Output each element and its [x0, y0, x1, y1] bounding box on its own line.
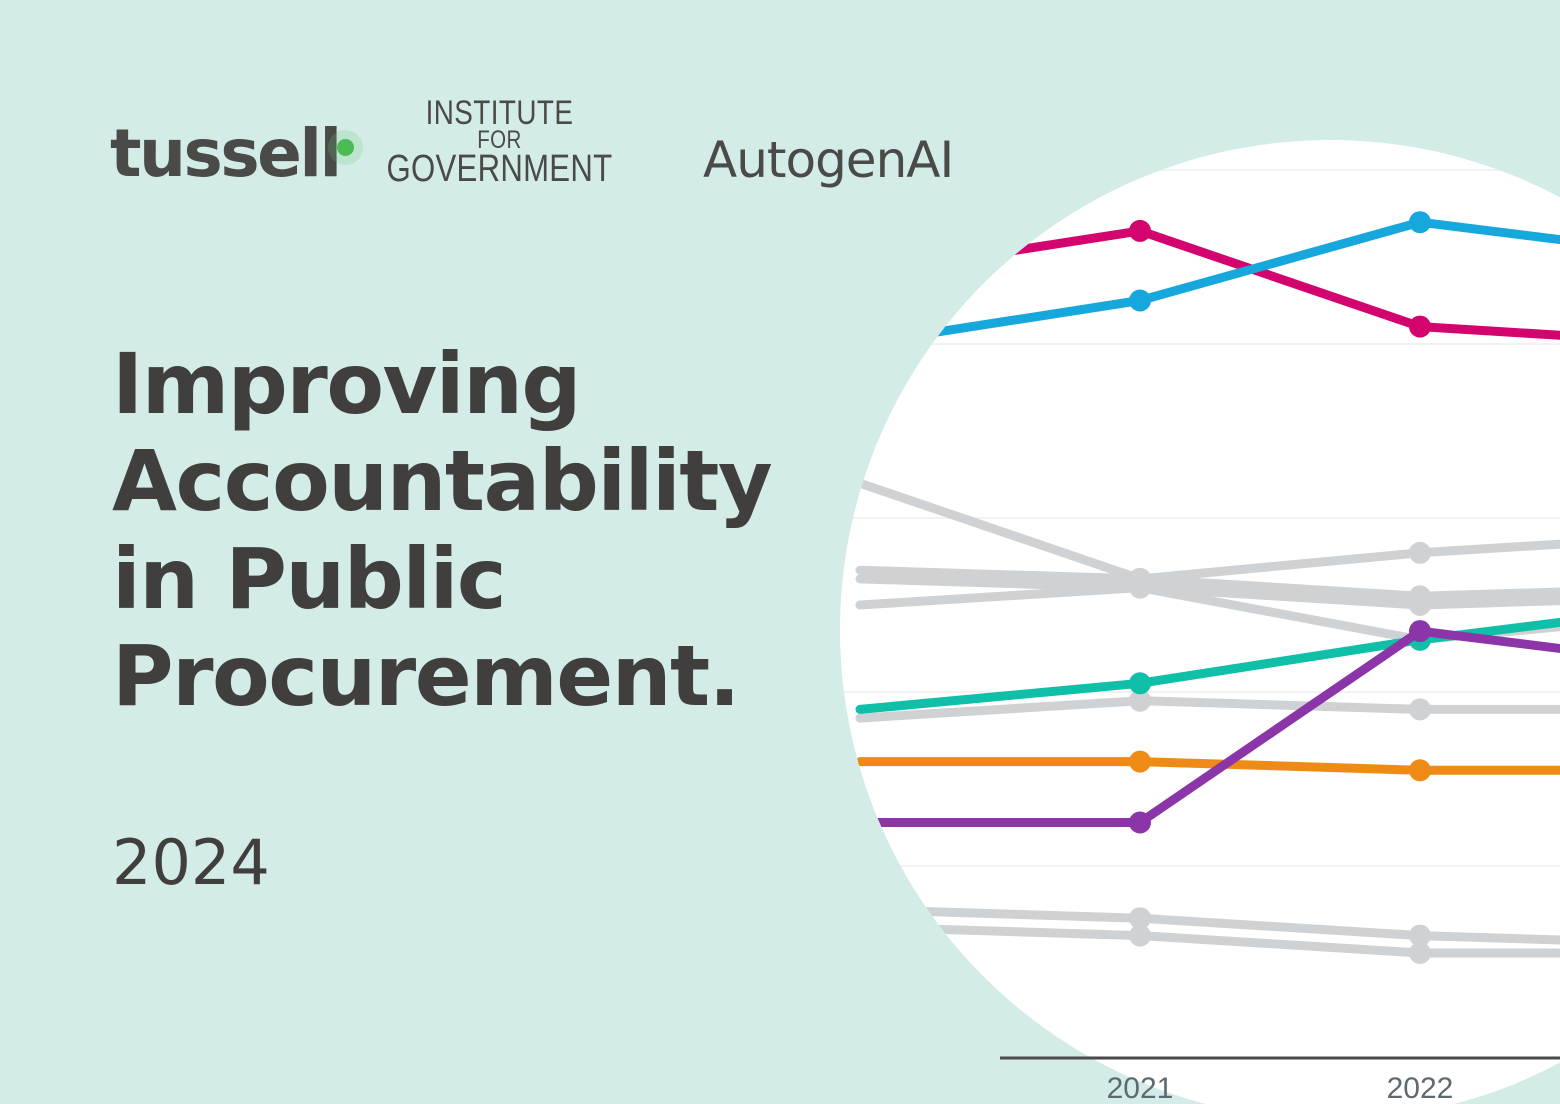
- series-data-point: [1409, 211, 1431, 234]
- chart-circle-background: [840, 140, 1560, 1104]
- chart-series: [855, 922, 1560, 964]
- series-data-point: [1129, 219, 1151, 242]
- series-line: [855, 217, 1560, 349]
- series-data-point: [1129, 811, 1151, 834]
- series-data-point: [1409, 924, 1431, 947]
- chart-series: [855, 219, 1560, 349]
- series-line: [855, 757, 1560, 775]
- series-line: [855, 478, 1560, 584]
- chart-series: [855, 620, 1560, 834]
- chart-series: [855, 750, 1560, 782]
- chart-series: [855, 905, 1560, 949]
- series-line: [855, 696, 1560, 723]
- logo-bar: tussell INSTITUTE FOR GOVERNMENT Autogen…: [110, 94, 954, 191]
- series-data-point: [1409, 942, 1431, 964]
- series-line: [855, 565, 1560, 601]
- series-data-point: [1129, 576, 1151, 599]
- series-data-point: [1409, 628, 1431, 651]
- tussell-logo: tussell: [110, 121, 354, 187]
- page-title-line-3: in Public: [112, 529, 507, 628]
- chart-series: [855, 600, 1560, 714]
- series-line: [855, 226, 1560, 349]
- x-tick-label: 2022: [1387, 1072, 1454, 1104]
- iog-line-for: FOR: [476, 126, 522, 155]
- autogenai-logo: AutogenAI: [703, 135, 954, 187]
- series-data-point: [1409, 315, 1431, 338]
- series-data-point: [1409, 628, 1431, 651]
- series-data-point: [1409, 759, 1431, 782]
- series-data-point: [1409, 594, 1431, 616]
- iog-line-government: GOVERNMENT: [386, 148, 612, 191]
- series-data-point: [1409, 698, 1431, 721]
- series-data-point: [1129, 924, 1151, 947]
- series-line: [855, 626, 1560, 827]
- tussell-logo-dot-icon: [336, 139, 354, 157]
- series-data-point: [1129, 750, 1151, 773]
- page-title: Improving Accountability in Public Procu…: [112, 335, 773, 726]
- tussell-logo-text: tussell: [110, 115, 342, 193]
- chart-gridlines: [840, 169, 1560, 867]
- iog-line-institute: INSTITUTE: [425, 94, 573, 132]
- chart-series: [855, 478, 1560, 590]
- page-title-line-2: Accountability: [112, 432, 773, 531]
- series-data-point: [1129, 289, 1151, 312]
- chart-series: [855, 211, 1560, 349]
- chart-series-highlighted: [855, 211, 1560, 834]
- institute-for-government-logo: INSTITUTE FOR GOVERNMENT: [380, 94, 612, 191]
- chart-series: [855, 576, 1560, 651]
- series-line: [855, 905, 1560, 949]
- series-line: [855, 574, 1560, 610]
- chart-series: [855, 689, 1560, 723]
- series-line: [855, 583, 1560, 645]
- autogenai-logo-text: AutogenAI: [702, 131, 954, 190]
- series-line: [855, 600, 1560, 714]
- series-data-point: [1129, 672, 1151, 695]
- series-data-point: [1409, 620, 1431, 643]
- chart-series: [855, 565, 1560, 608]
- chart-series-background: [855, 478, 1560, 964]
- series-data-point: [1129, 567, 1151, 590]
- x-tick-label: 2021: [1107, 1072, 1174, 1104]
- series-data-point: [1129, 576, 1151, 599]
- series-data-point: [1129, 907, 1151, 930]
- chart-series: [855, 574, 1560, 616]
- x-axis-tick-labels: 2021 2022: [1107, 1072, 1454, 1104]
- page-title-line-4: Procurement.: [112, 627, 741, 726]
- page-title-line-1: Improving: [112, 335, 582, 433]
- report-year: 2024: [112, 826, 270, 899]
- series-line: [855, 922, 1560, 958]
- series-data-point: [1409, 585, 1431, 608]
- series-data-point: [1129, 567, 1151, 590]
- series-data-point: [1409, 541, 1431, 564]
- series-data-point: [1129, 689, 1151, 712]
